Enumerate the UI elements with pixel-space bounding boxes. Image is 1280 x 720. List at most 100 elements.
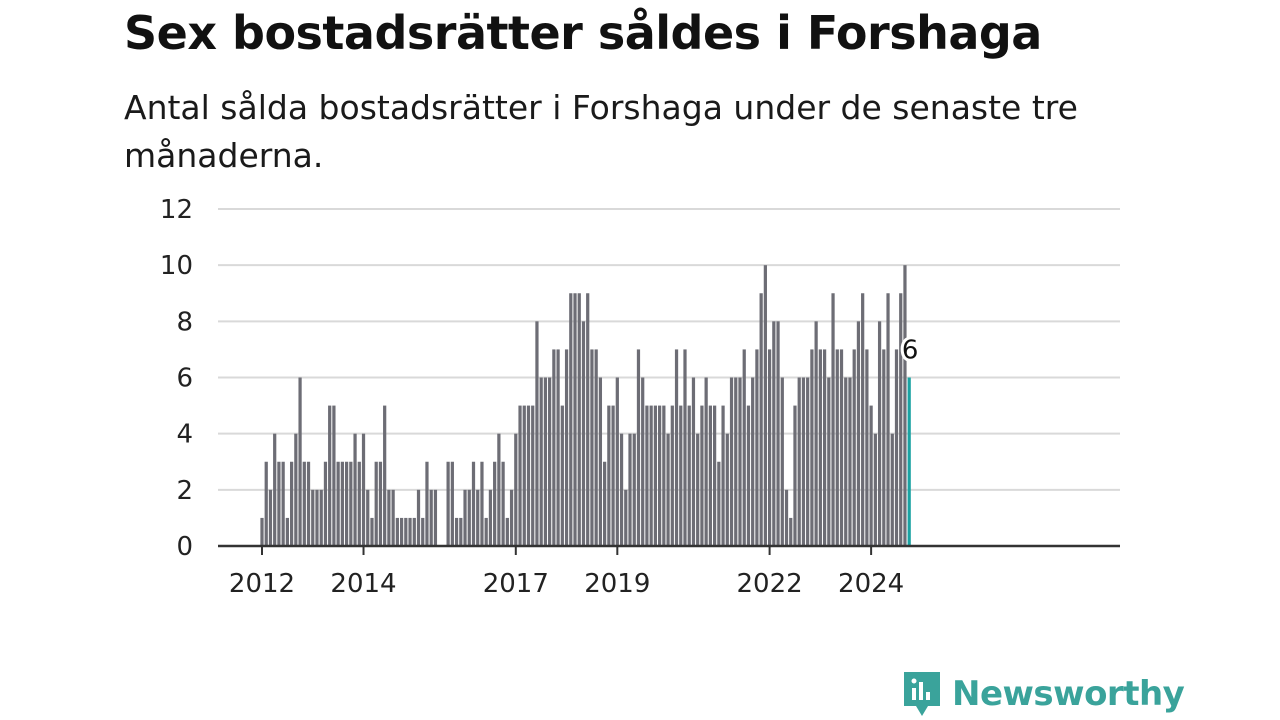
bar bbox=[738, 377, 742, 546]
bar bbox=[712, 405, 717, 546]
bar bbox=[518, 405, 522, 546]
bar bbox=[780, 377, 784, 546]
bar bbox=[370, 517, 374, 546]
newsworthy-logo: Newsworthy bbox=[902, 670, 1185, 718]
bar bbox=[573, 293, 577, 546]
bar bbox=[763, 265, 767, 546]
bar bbox=[556, 349, 560, 546]
bar bbox=[696, 433, 700, 546]
bar bbox=[501, 461, 505, 546]
bar bbox=[319, 489, 323, 546]
bar bbox=[725, 433, 729, 546]
bar bbox=[548, 377, 552, 546]
bar bbox=[302, 461, 306, 546]
bar bbox=[378, 461, 383, 546]
y-tick-label: 2 bbox=[176, 476, 193, 506]
bar bbox=[459, 517, 463, 546]
bar bbox=[839, 349, 844, 546]
bar bbox=[827, 377, 831, 546]
bar bbox=[374, 461, 378, 546]
highlight-value-label: 6 bbox=[902, 336, 919, 366]
bar bbox=[425, 461, 429, 546]
x-tick-label: 2019 bbox=[584, 569, 650, 599]
bar bbox=[784, 489, 789, 546]
bar bbox=[353, 433, 357, 546]
bar bbox=[632, 433, 636, 546]
bars bbox=[260, 265, 911, 546]
bar bbox=[429, 489, 433, 546]
bar bbox=[700, 405, 704, 546]
bar bbox=[662, 405, 666, 546]
bar bbox=[340, 461, 344, 546]
bar bbox=[539, 377, 543, 546]
bar bbox=[493, 461, 497, 546]
bar bbox=[298, 377, 302, 546]
bar bbox=[535, 321, 539, 546]
bar bbox=[277, 461, 281, 546]
bar bbox=[476, 489, 480, 546]
bar-highlight bbox=[907, 377, 911, 546]
bar bbox=[691, 377, 696, 546]
x-tick-label: 2024 bbox=[838, 569, 904, 599]
bar bbox=[746, 405, 751, 546]
newsworthy-logo-icon bbox=[904, 672, 940, 716]
bar bbox=[289, 461, 294, 546]
bar bbox=[294, 433, 298, 546]
y-tick-label: 12 bbox=[160, 195, 193, 225]
bar bbox=[831, 293, 835, 546]
bar bbox=[531, 405, 535, 546]
bar bbox=[497, 433, 501, 546]
bar bbox=[717, 461, 721, 546]
bar bbox=[463, 489, 467, 546]
bar bbox=[594, 349, 598, 546]
bar bbox=[704, 377, 708, 546]
bar bbox=[526, 405, 531, 546]
bar bbox=[480, 461, 484, 546]
bar bbox=[387, 489, 391, 546]
bar bbox=[899, 293, 903, 546]
bar bbox=[543, 377, 548, 546]
bar bbox=[603, 461, 607, 546]
bar bbox=[856, 321, 861, 546]
bar bbox=[273, 433, 277, 546]
bar bbox=[328, 405, 332, 546]
bar bbox=[505, 517, 509, 546]
labels: 0 2 4 6 8 10 12 2012 2014 2017 2019 2022 2024 6 bbox=[160, 195, 922, 599]
bar bbox=[628, 433, 632, 546]
bar bbox=[619, 433, 624, 546]
bar bbox=[683, 349, 687, 546]
y-tick-label: 0 bbox=[176, 532, 193, 562]
x-tick-label: 2022 bbox=[737, 569, 803, 599]
bar bbox=[569, 293, 573, 546]
bar bbox=[729, 377, 734, 546]
bar bbox=[848, 377, 852, 546]
bar bbox=[742, 349, 746, 546]
bar bbox=[810, 349, 814, 546]
bar bbox=[488, 489, 493, 546]
y-tick-label: 4 bbox=[176, 420, 193, 450]
bar bbox=[281, 461, 285, 546]
bar bbox=[818, 349, 822, 546]
bar bbox=[793, 405, 797, 546]
bar bbox=[721, 405, 725, 546]
bar bbox=[315, 489, 319, 546]
bar bbox=[467, 489, 471, 546]
bar bbox=[882, 349, 886, 546]
bar bbox=[645, 405, 649, 546]
bar bbox=[311, 489, 315, 546]
x-tick-label: 2014 bbox=[330, 569, 396, 599]
bar bbox=[349, 461, 353, 546]
page-subtitle: Antal sålda bostadsrätter i Forshaga und… bbox=[124, 88, 1078, 175]
bar bbox=[890, 433, 894, 546]
bar bbox=[776, 321, 780, 546]
bar bbox=[450, 461, 454, 546]
bar bbox=[416, 489, 421, 546]
bar bbox=[649, 405, 653, 546]
y-tick-label: 10 bbox=[160, 251, 193, 281]
bar bbox=[797, 377, 801, 546]
bar bbox=[767, 349, 772, 546]
bar bbox=[285, 517, 289, 546]
bar bbox=[801, 377, 806, 546]
bar bbox=[636, 349, 641, 546]
